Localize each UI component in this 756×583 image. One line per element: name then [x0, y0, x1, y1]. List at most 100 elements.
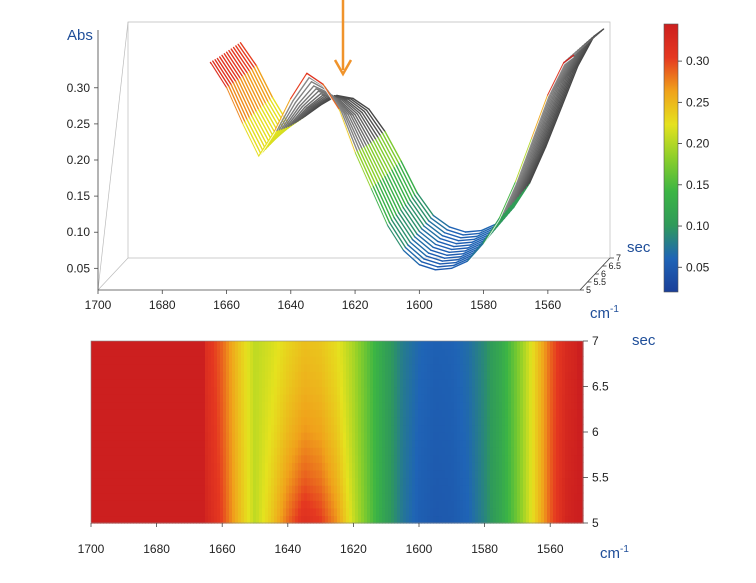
spectrum-segment — [453, 244, 471, 248]
heatmap-cell — [376, 424, 380, 433]
heatmap-cell — [187, 356, 191, 365]
heatmap-cell — [301, 439, 305, 448]
heatmap-cell — [154, 401, 158, 410]
heatmap-cell — [514, 363, 518, 372]
heatmap-cell — [364, 477, 368, 486]
heatmap-cell — [259, 432, 263, 441]
heatmap-cell — [373, 477, 377, 486]
heatmap-cell — [226, 492, 230, 501]
heatmap-cell — [178, 394, 182, 403]
spectrum-segment — [570, 41, 588, 74]
heatmap-cell — [439, 348, 443, 357]
heatmap-cell — [508, 507, 512, 517]
spectrum-segment — [370, 188, 388, 226]
heatmap-cell — [364, 507, 368, 517]
heatmap-cell — [454, 348, 458, 357]
heatmap-cell — [508, 424, 512, 433]
heatmap-cell — [454, 409, 458, 418]
heatmap-cell — [277, 394, 281, 403]
heatmap-cell — [313, 394, 317, 403]
heatmap-cell — [169, 462, 173, 471]
heatmap-cell — [241, 409, 245, 418]
heatmap-cell — [304, 386, 308, 395]
heatmap-cell — [415, 409, 419, 418]
heatmap-cell — [430, 356, 434, 365]
heatmap-cell — [205, 371, 209, 380]
heatmap-cell — [361, 394, 365, 403]
heatmap-cell — [220, 378, 224, 388]
heatmap-cell — [274, 500, 278, 509]
heatmap-cell — [265, 424, 269, 433]
heatmap-cell — [358, 515, 362, 524]
heatmap-cell — [253, 409, 257, 418]
heatmap-cell — [544, 341, 548, 350]
heatmap-cell — [550, 432, 554, 441]
heatmap-cell — [226, 401, 230, 410]
heatmap-cell — [232, 378, 236, 388]
heatmap-cell — [511, 439, 515, 448]
heatmap-cell — [172, 356, 176, 365]
heatmap-cell — [277, 485, 281, 494]
heatmap-cell — [454, 485, 458, 494]
heatmap-cell — [511, 432, 515, 441]
heatmap-cell — [346, 378, 350, 388]
heatmap-cell — [349, 439, 353, 448]
heatmap-cell — [151, 432, 155, 441]
heatmap-cell — [307, 409, 311, 418]
spectrum-segment — [221, 54, 239, 81]
heatmap-cell — [175, 515, 179, 524]
heatmap-cell — [373, 386, 377, 395]
heatmap-cell — [493, 515, 497, 524]
heatmap-cell — [517, 363, 521, 372]
heatmap-cell — [124, 439, 128, 448]
heatmap-cell — [289, 492, 293, 501]
heatmap-cell — [277, 515, 281, 524]
heatmap-cell — [220, 500, 224, 509]
heatmap-cell — [190, 371, 194, 380]
heatmap-cell — [229, 363, 233, 372]
heatmap-cell — [235, 469, 239, 479]
heatmap-cell — [310, 394, 314, 403]
heatmap-cell — [580, 477, 584, 486]
heatmap-cell — [343, 378, 347, 388]
heatmap-cell — [247, 416, 251, 426]
heatmap-cell — [241, 416, 245, 426]
heatmap-cell — [121, 492, 125, 501]
heatmap-cell — [256, 394, 260, 403]
heatmap-cell — [532, 515, 536, 524]
spectrum-highlight — [290, 74, 308, 101]
spectrum-segment — [285, 105, 304, 129]
heatmap-cell — [262, 454, 266, 463]
heatmap-cell — [502, 424, 506, 433]
heatmap-cell — [400, 409, 404, 418]
heatmap-cell — [157, 469, 161, 479]
heatmap-cell — [520, 401, 524, 410]
heatmap-cell — [373, 515, 377, 524]
heatmap-cell — [388, 348, 392, 357]
heatmap-cell — [553, 432, 557, 441]
heatmap-cell — [520, 416, 524, 426]
heatmap-cell — [250, 363, 254, 372]
heatmap-cell — [274, 485, 278, 494]
heatmap-cell — [241, 515, 245, 524]
heatmap-cell — [220, 477, 224, 486]
heatmap-cell — [580, 439, 584, 448]
heatmap-cell — [502, 485, 506, 494]
heatmap-cell — [307, 341, 311, 350]
heatmap-cell — [115, 424, 119, 433]
heatmap-cell — [358, 394, 362, 403]
heatmap-cell — [244, 454, 248, 463]
heatmap-cell — [223, 477, 227, 486]
heatmap-cell — [484, 500, 488, 509]
heatmap-cell — [241, 507, 245, 517]
heatmap-cell — [238, 439, 242, 448]
heatmap-cell — [232, 432, 236, 441]
heatmap-cell — [346, 348, 350, 357]
heatmap-cell — [196, 439, 200, 448]
heatmap-cell — [388, 363, 392, 372]
heatmap-cell — [514, 424, 518, 433]
heatmap-cell — [520, 356, 524, 365]
heatmap-cell — [265, 363, 269, 372]
heatmap-cell — [349, 507, 353, 517]
heatmap-cell — [181, 401, 185, 410]
